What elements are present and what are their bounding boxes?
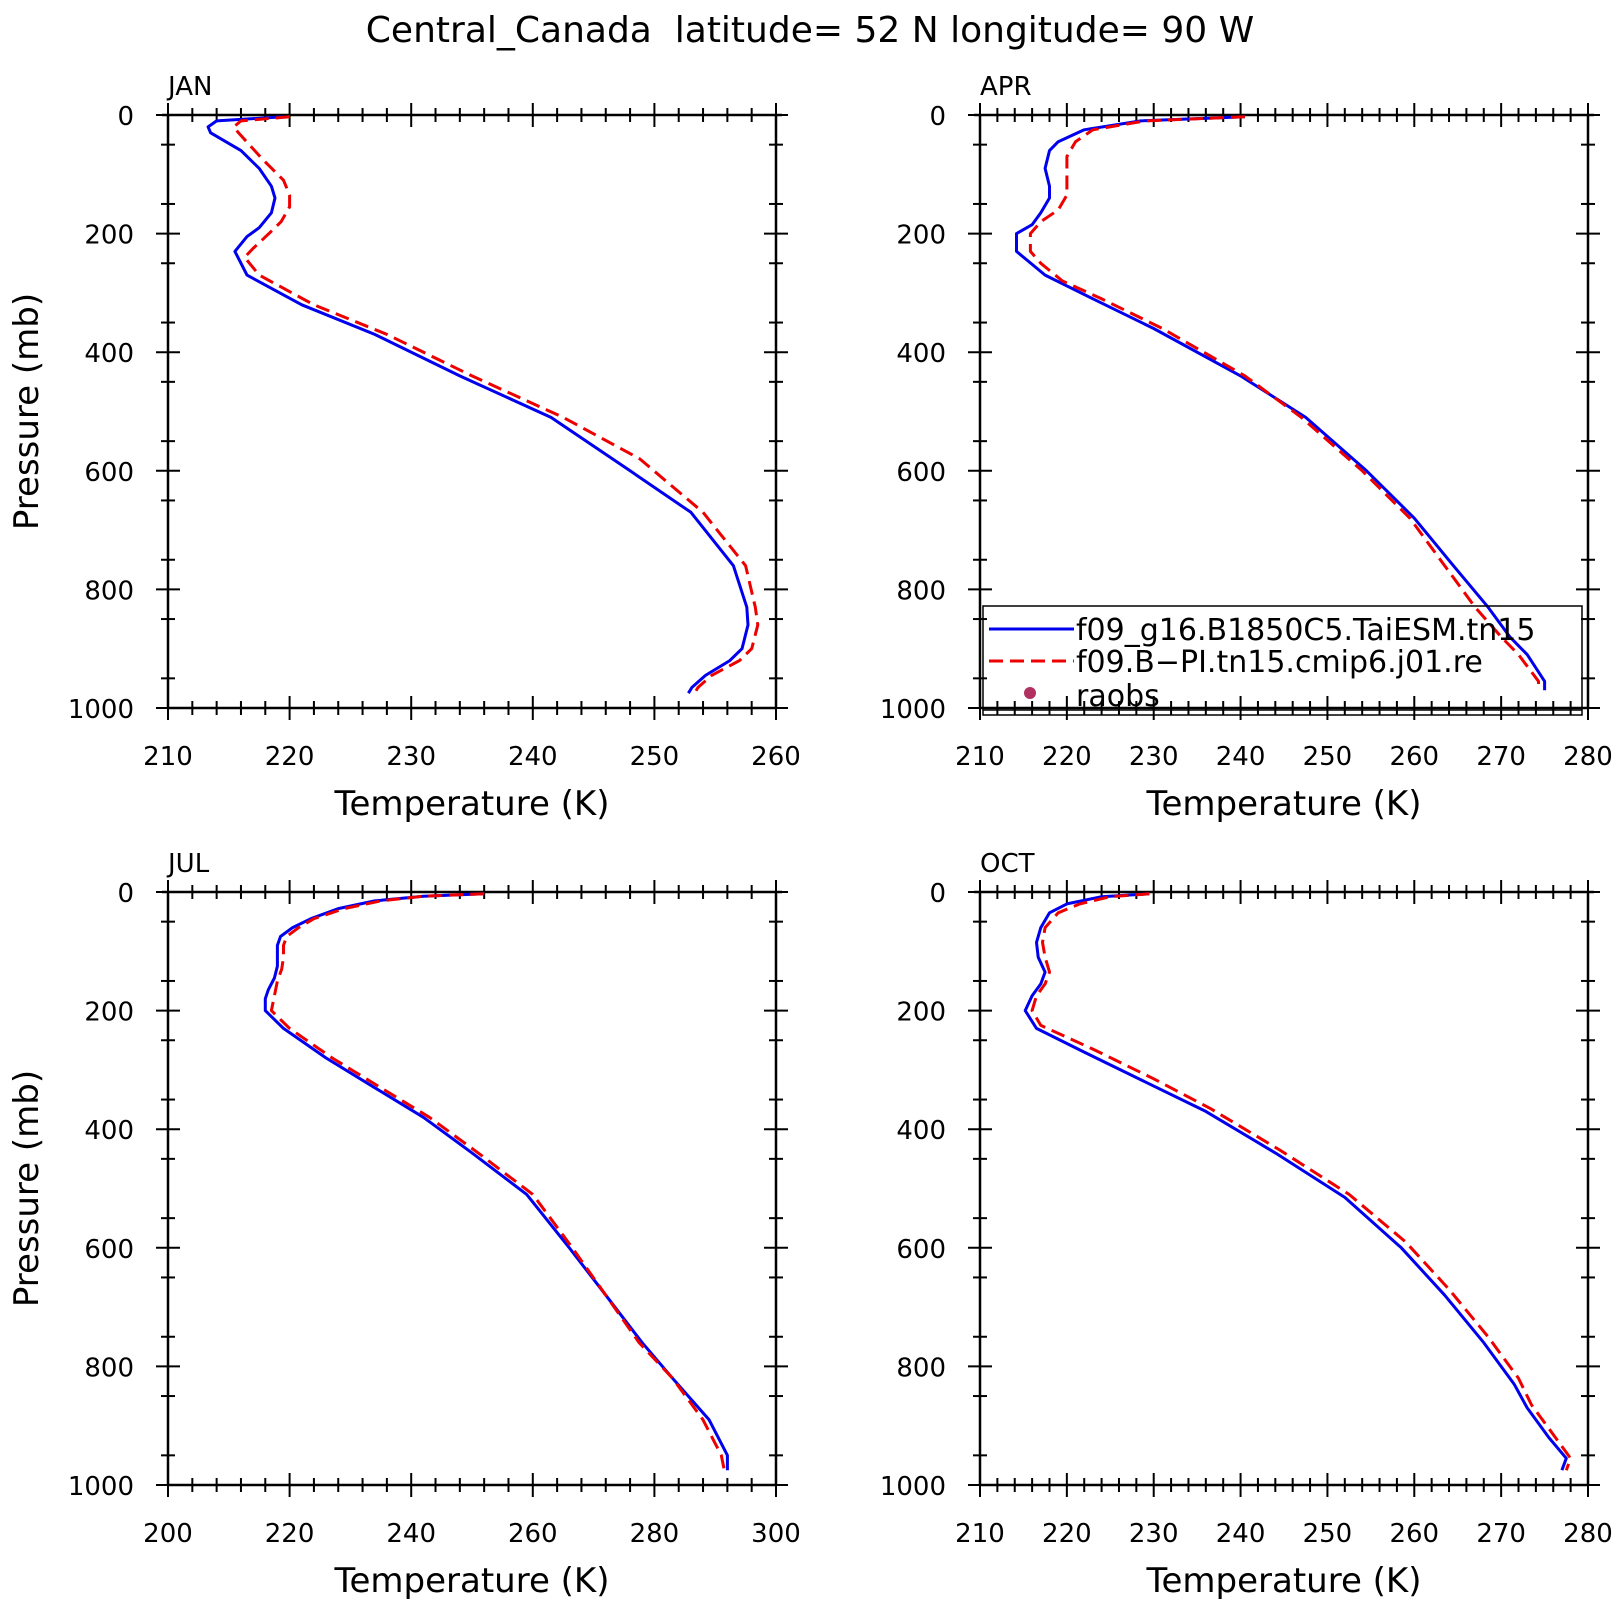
x-axis-label: Temperature (K) <box>333 784 609 824</box>
x-tick-label: 280 <box>1563 742 1613 772</box>
legend-raobs-marker <box>1024 687 1036 699</box>
x-tick-label: 220 <box>1042 742 1092 772</box>
figure-title: Central_Canada latitude= 52 N longitude=… <box>366 10 1254 51</box>
x-tick-label: 270 <box>1476 742 1526 772</box>
legend-box <box>982 605 1583 716</box>
y-tick-label: 200 <box>84 221 134 251</box>
y-tick-label: 400 <box>896 1116 946 1146</box>
axes-frame <box>974 113 1594 710</box>
x-tick-label: 220 <box>1042 1519 1092 1549</box>
x-tick-label: 240 <box>1216 1519 1266 1549</box>
panels: 0 200 400 600 800 1000 210 220 230 240 250 260 JAN Te… <box>7 72 1613 1601</box>
y-tick-label: 400 <box>896 339 946 369</box>
x-tick-label: 280 <box>630 1519 680 1549</box>
series-group <box>1023 892 1573 1471</box>
axes-frame <box>162 113 782 710</box>
x-tick-label: 220 <box>265 1519 315 1549</box>
legend-entry-label: f09.B−PI.tn15.cmip6.j01.re <box>1076 645 1483 680</box>
panel-label: JUL <box>166 849 210 879</box>
x-tick-label: 230 <box>1129 1519 1179 1549</box>
x-tick-label: 240 <box>1216 742 1266 772</box>
panel-label: JAN <box>166 72 212 102</box>
y-tick-label: 1000 <box>68 1472 134 1502</box>
x-tick-label: 250 <box>1303 1519 1353 1549</box>
x-tick-label: 270 <box>1476 1519 1526 1549</box>
y-tick-label: 600 <box>84 458 134 488</box>
series-line-taiesm <box>263 892 729 1471</box>
series-line-cmip6 <box>1028 115 1540 691</box>
x-tick-label: 210 <box>143 742 193 772</box>
series-group <box>206 115 760 694</box>
legend-entry-label: f09_g16.B1850C5.TaiESM.tn15 <box>1076 613 1535 648</box>
series-line-taiesm <box>1015 115 1547 691</box>
x-tick-label: 220 <box>265 742 315 772</box>
ticks <box>968 880 1600 1497</box>
y-tick-label: 0 <box>117 102 134 132</box>
x-tick-label: 260 <box>751 742 801 772</box>
x-tick-label: 240 <box>386 1519 436 1549</box>
x-axis-label: Temperature (K) <box>1145 1561 1421 1601</box>
y-tick-label: 600 <box>896 458 946 488</box>
y-tick-label: 600 <box>896 1235 946 1265</box>
axes-frame <box>974 890 1594 1487</box>
panel-apr: 0 200 400 600 800 1000 210 220 230 240 250 260 270 28… <box>880 72 1613 824</box>
x-axis-label: Temperature (K) <box>1145 784 1421 824</box>
y-tick-label: 0 <box>929 879 946 909</box>
x-tick-label: 210 <box>955 742 1005 772</box>
x-tick-label: 280 <box>1563 1519 1613 1549</box>
y-tick-label: 800 <box>84 576 134 606</box>
x-axis-label: Temperature (K) <box>333 1561 609 1601</box>
series-group <box>1015 115 1547 691</box>
panel-label: OCT <box>980 849 1035 879</box>
panel-jan: 0 200 400 600 800 1000 210 220 230 240 250 260 JAN Te… <box>7 72 801 824</box>
y-tick-label: 400 <box>84 339 134 369</box>
x-tick-label: 260 <box>1389 1519 1439 1549</box>
y-axis-label: Pressure (mb) <box>7 1070 47 1307</box>
y-tick-label: 1000 <box>880 1472 946 1502</box>
x-tick-label: 230 <box>1129 742 1179 772</box>
legend-entry-label: raobs <box>1076 679 1160 714</box>
ticks <box>968 103 1600 720</box>
y-tick-label: 1000 <box>68 695 134 725</box>
y-tick-label: 800 <box>896 576 946 606</box>
ticks <box>156 103 788 720</box>
y-tick-label: 0 <box>117 879 134 909</box>
series-line-taiesm <box>206 115 750 694</box>
x-tick-label: 240 <box>508 742 558 772</box>
axes-frame <box>162 890 782 1487</box>
x-tick-label: 200 <box>143 1519 193 1549</box>
panel-label: APR <box>980 72 1032 102</box>
x-tick-label: 210 <box>955 1519 1005 1549</box>
y-axis-label: Pressure (mb) <box>7 293 47 530</box>
y-tick-label: 800 <box>896 1353 946 1383</box>
x-tick-label: 230 <box>386 742 436 772</box>
x-tick-label: 260 <box>1389 742 1439 772</box>
y-tick-label: 1000 <box>880 695 946 725</box>
x-tick-label: 250 <box>1303 742 1353 772</box>
y-tick-label: 200 <box>896 221 946 251</box>
y-tick-label: 200 <box>84 998 134 1028</box>
panel-oct: 0 200 400 600 800 1000 210 220 230 240 250 260 270 28… <box>880 849 1613 1601</box>
legend: f09_g16.B1850C5.TaiESM.tn15f09.B−PI.tn15… <box>982 605 1583 716</box>
y-tick-label: 200 <box>896 998 946 1028</box>
y-tick-label: 400 <box>84 1116 134 1146</box>
y-tick-label: 0 <box>929 102 946 132</box>
series-line-taiesm <box>1023 892 1568 1471</box>
y-tick-label: 600 <box>84 1235 134 1265</box>
x-tick-label: 250 <box>630 742 680 772</box>
y-tick-label: 800 <box>84 1353 134 1383</box>
series-line-cmip6 <box>1030 892 1573 1471</box>
series-line-cmip6 <box>232 115 760 694</box>
x-tick-label: 260 <box>508 1519 558 1549</box>
series-line-cmip6 <box>269 892 726 1471</box>
panel-jul: 0 200 400 600 800 1000 200 220 240 260 280 300 JUL Te… <box>7 849 801 1601</box>
series-group <box>263 892 729 1471</box>
x-tick-label: 300 <box>751 1519 801 1549</box>
ticks <box>156 880 788 1497</box>
